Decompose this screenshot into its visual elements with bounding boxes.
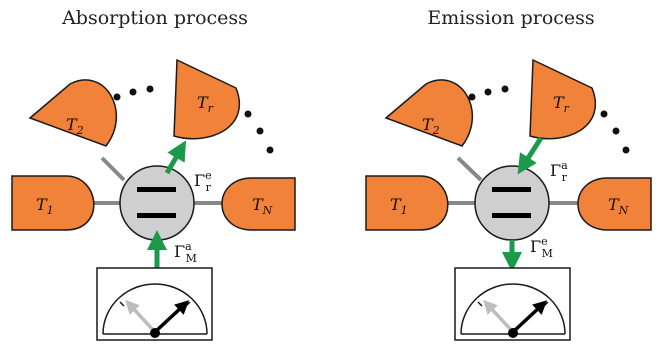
energy-level-lower — [492, 213, 531, 218]
gamma-r-label: Γa r — [550, 159, 568, 184]
bath-T1-label: T1 — [36, 195, 54, 217]
gamma-m-label: Γe M — [530, 235, 553, 260]
bath-T1-label: T1 — [390, 195, 408, 217]
bath-T1 — [11, 175, 95, 231]
meter — [454, 267, 571, 341]
arrow-system-to-bath — [164, 140, 187, 175]
arrow-bath-to-system — [517, 136, 544, 175]
needle-light — [125, 299, 157, 334]
energy-level-lower — [137, 213, 176, 218]
bath-T2 — [28, 79, 118, 147]
energy-level-upper — [137, 187, 176, 192]
bath-Tr-label: Tr — [197, 93, 214, 115]
panel-absorption: Absorption process T1 T2 Tr TN Γe r Γa — [11, 7, 296, 341]
needle-dark — [153, 300, 190, 334]
panel-title: Absorption process — [61, 7, 248, 29]
bath-T2-label: T2 — [422, 115, 440, 137]
bath-TN — [221, 177, 296, 231]
system-circle — [119, 165, 195, 241]
bath-T2-label: T2 — [66, 115, 84, 137]
needle-light — [483, 299, 515, 334]
bath-T2 — [384, 79, 474, 147]
couplings — [445, 156, 578, 205]
bath-TN-label: TN — [608, 195, 629, 217]
bath-TN-label: TN — [252, 195, 273, 217]
needle-dark — [511, 300, 548, 334]
energy-level-upper — [492, 187, 531, 192]
ellipsis-dots — [468, 85, 630, 154]
bath-Tr — [529, 58, 597, 140]
bath-Tr-label: Tr — [553, 93, 570, 115]
meter — [96, 267, 213, 341]
panel-title: Emission process — [427, 7, 594, 29]
couplings — [92, 156, 222, 205]
panel-emission: Emission process T1 T2 Tr TN Γa r Γe M — [365, 7, 652, 341]
gamma-m-label: Γa M — [174, 240, 197, 265]
bath-T1 — [365, 175, 449, 231]
bath-Tr — [173, 58, 241, 140]
system-circle — [474, 165, 550, 241]
bath-TN — [577, 177, 652, 231]
ellipsis-dots — [113, 85, 274, 154]
gamma-r-label: Γe r — [194, 169, 212, 194]
